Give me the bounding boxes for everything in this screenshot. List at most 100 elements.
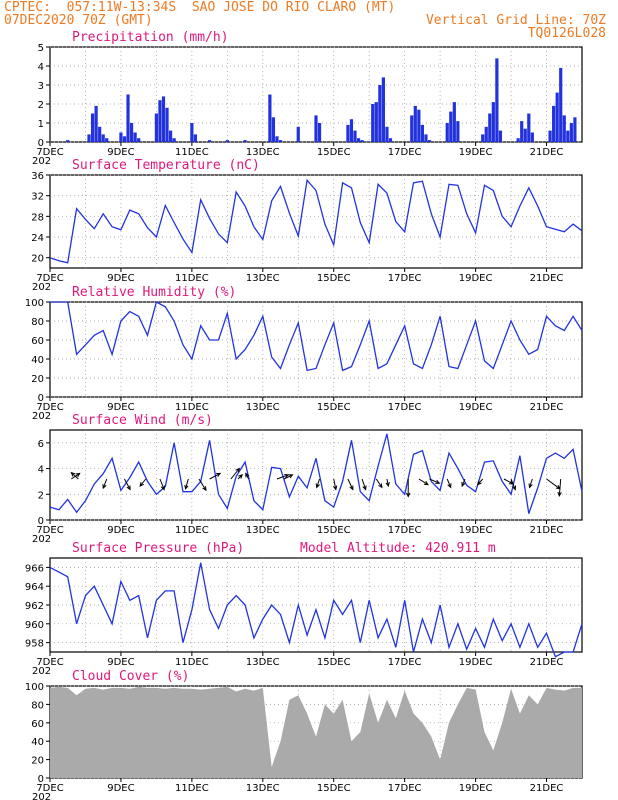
precipitation-title: Precipitation (mm/h) bbox=[72, 30, 229, 45]
precip-bar bbox=[122, 136, 127, 142]
wind-arrow-head bbox=[160, 485, 165, 491]
cloud-cover-panel: 0 20 40 60 80 100 7DEC 9DEC 11DEC 13DEC 15DEC 17DEC… bbox=[25, 669, 583, 800]
precipitation-ytick-label: 3 bbox=[38, 81, 44, 92]
wind-arrow-shaft bbox=[124, 478, 131, 490]
wind-arrow bbox=[510, 478, 517, 491]
wind-arrow-shaft bbox=[361, 478, 367, 490]
precip-bar bbox=[346, 124, 350, 142]
wind-year-stub: 202 bbox=[32, 534, 51, 545]
temperature-xtick-label: 9DEC bbox=[107, 273, 134, 284]
wind-xtick-label: 13DEC bbox=[246, 525, 280, 536]
wind-xtick-label: 17DEC bbox=[388, 525, 422, 536]
precip-bar bbox=[498, 130, 503, 142]
cloud-cover-xtick-label: 17DEC bbox=[388, 783, 422, 794]
precip-bar bbox=[530, 132, 534, 142]
precip-bar bbox=[378, 85, 382, 142]
temperature-xtick-label: 21DEC bbox=[530, 273, 564, 284]
humidity-title: Relative Humidity (%) bbox=[72, 285, 236, 300]
cloud-cover-xtick-label: 9DEC bbox=[107, 783, 134, 794]
wind-arrow bbox=[446, 478, 452, 489]
precip-bar bbox=[371, 104, 375, 142]
humidity-panel: 0 20 40 60 80 100 7DEC 9DEC 11DEC 13DEC 15DEC 17DEC… bbox=[25, 285, 583, 422]
precip-bar bbox=[137, 138, 141, 142]
cloud-cover-xtick-label: 19DEC bbox=[459, 783, 493, 794]
precipitation-xtick-label: 21DEC bbox=[530, 147, 564, 158]
cloud-cover-ytick-label: 80 bbox=[31, 700, 44, 711]
wind-arrow-head bbox=[385, 482, 390, 488]
wind-arrow-head bbox=[447, 483, 452, 489]
humidity-xtick-label: 7DEC bbox=[36, 402, 63, 413]
pressure-panel: 958 960 962 964 966 7DEC 9DEC 11DEC 13DEC 15DEC 17… bbox=[25, 541, 583, 677]
precipitation-xtick-label: 7DEC bbox=[36, 147, 63, 158]
pressure-xtick-label: 7DEC bbox=[36, 657, 63, 668]
wind-arrow-shaft bbox=[529, 478, 533, 488]
temperature-ytick-label: 36 bbox=[31, 171, 44, 182]
wind-arrow-head bbox=[284, 473, 290, 479]
wind-arrow-shaft bbox=[159, 478, 165, 490]
precip-bar bbox=[552, 105, 556, 142]
precip-bar bbox=[193, 134, 198, 142]
humidity-ytick-label: 0 bbox=[38, 393, 44, 404]
precip-bar bbox=[208, 140, 212, 142]
precip-bar bbox=[516, 138, 520, 142]
precip-bar bbox=[573, 117, 577, 142]
humidity-xtick-label: 9DEC bbox=[107, 402, 134, 413]
precip-bar bbox=[168, 130, 173, 142]
precip-bar bbox=[424, 134, 428, 142]
wind-arrow bbox=[347, 478, 354, 491]
temperature-title: Surface Temperature (nC) bbox=[72, 158, 260, 173]
wind-arrow-shaft bbox=[276, 474, 289, 480]
precip-bar bbox=[190, 123, 194, 142]
wind-arrow-head bbox=[461, 481, 466, 488]
wind-title: Surface Wind (m/s) bbox=[72, 413, 213, 428]
wind-arrow-head bbox=[184, 484, 189, 490]
precip-bar bbox=[456, 121, 460, 142]
wind-arrow-head bbox=[528, 483, 533, 489]
temperature-xtick-label: 17DEC bbox=[388, 273, 422, 284]
humidity-xtick-label: 21DEC bbox=[530, 402, 564, 413]
wind-arrow-head bbox=[75, 472, 81, 478]
wind-arrow bbox=[315, 478, 321, 489]
wind-xtick-label: 21DEC bbox=[530, 525, 564, 536]
wind-arrow bbox=[276, 473, 290, 480]
precip-bar bbox=[360, 140, 364, 142]
humidity-ytick-label: 80 bbox=[31, 317, 44, 328]
temperature-xtick-label: 19DEC bbox=[459, 273, 493, 284]
wind-xtick-label: 19DEC bbox=[459, 525, 493, 536]
wind-arrow bbox=[230, 467, 240, 480]
cloud-cover-xtick-label: 13DEC bbox=[246, 783, 280, 794]
pressure-ytick-label: 960 bbox=[25, 620, 44, 631]
wind-arrow-head bbox=[435, 479, 441, 484]
wind-arrow-shaft bbox=[375, 478, 383, 488]
humidity-year-stub: 202 bbox=[32, 411, 51, 422]
temperature-xtick-label: 7DEC bbox=[36, 273, 63, 284]
wind-arrow-head bbox=[238, 473, 243, 479]
humidity-ytick-label: 60 bbox=[31, 336, 44, 347]
wind-arrow-shaft bbox=[198, 478, 207, 491]
wind-arrow-shaft bbox=[461, 478, 466, 487]
pressure-ytick-label: 966 bbox=[25, 563, 44, 574]
precip-bar bbox=[527, 113, 531, 142]
precip-bar bbox=[129, 123, 134, 142]
precip-bar bbox=[427, 140, 432, 142]
precip-bar bbox=[161, 96, 166, 142]
wind-arrow bbox=[406, 479, 411, 498]
wind-arrow bbox=[198, 478, 207, 492]
precip-bar bbox=[119, 132, 123, 142]
precip-bar bbox=[559, 67, 563, 142]
wind-arrow bbox=[461, 478, 466, 488]
precip-bar bbox=[445, 123, 449, 142]
cloud-cover-xtick-label: 11DEC bbox=[175, 783, 209, 794]
precip-bar bbox=[417, 109, 421, 142]
wind-arrow bbox=[159, 478, 165, 491]
wind-arrow bbox=[557, 478, 562, 497]
wind-arrow-shaft bbox=[185, 478, 189, 489]
wind-arrow-head bbox=[216, 472, 222, 477]
pressure-xtick-label: 11DEC bbox=[175, 657, 209, 668]
wind-arrow-shaft bbox=[283, 474, 293, 480]
wind-xtick-label: 11DEC bbox=[175, 525, 209, 536]
wind-arrow-shaft bbox=[446, 478, 452, 488]
humidity-series-line bbox=[50, 301, 583, 372]
cloud-cover-ytick-label: 60 bbox=[31, 719, 44, 730]
